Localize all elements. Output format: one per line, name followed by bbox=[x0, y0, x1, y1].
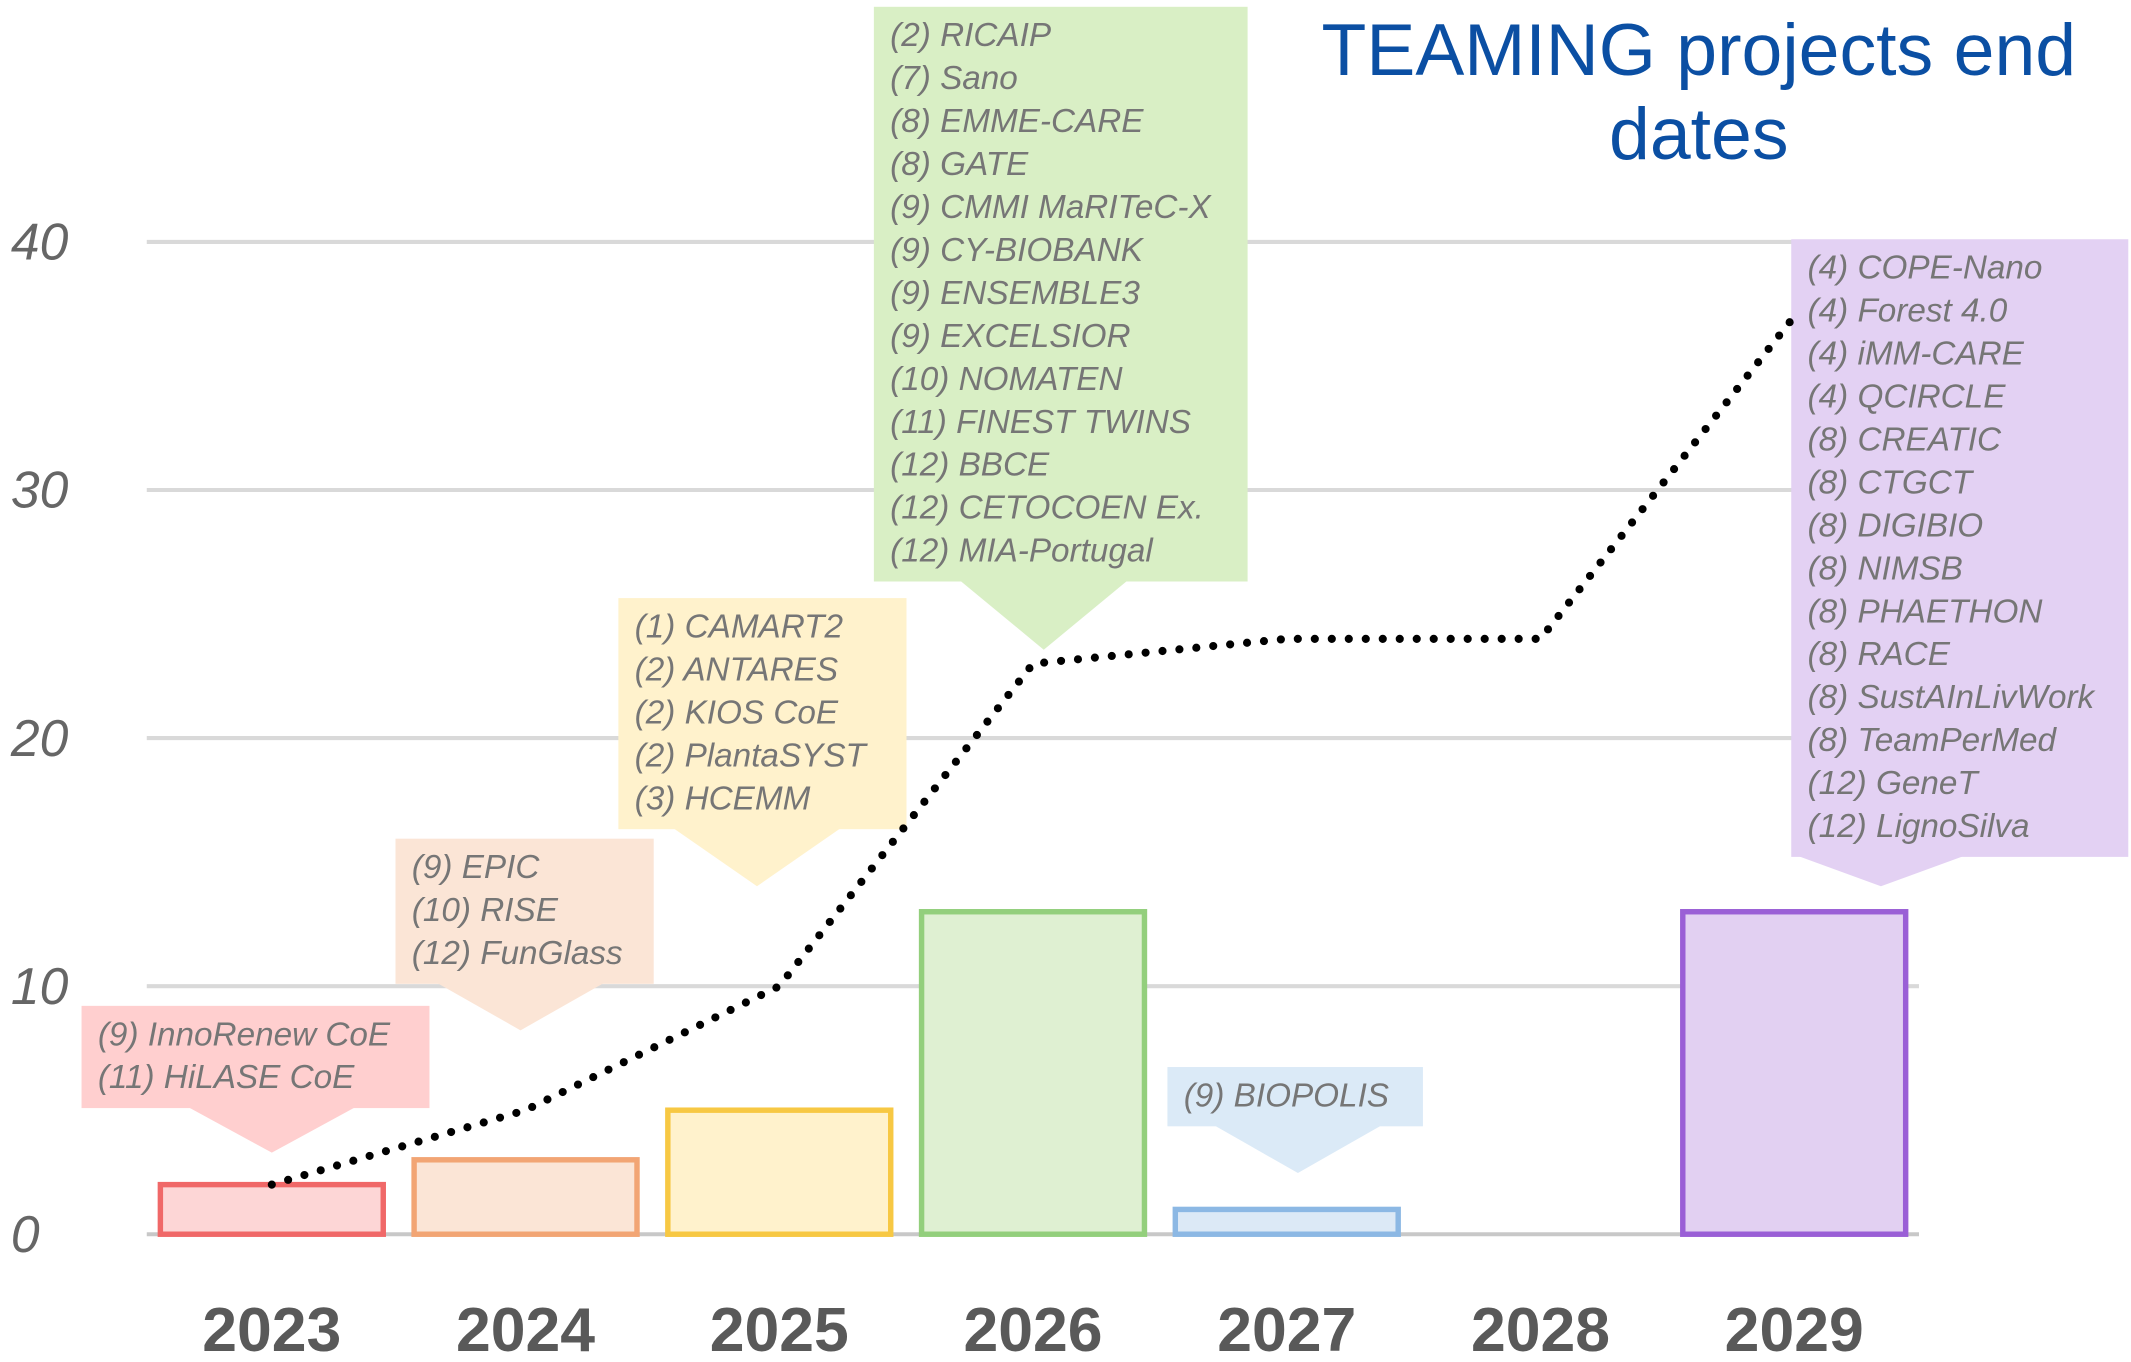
project-label: (2) KIOS CoE bbox=[635, 694, 839, 731]
project-label: (8) CTGCT bbox=[1808, 464, 1975, 501]
project-label: (12) MIA-Portugal bbox=[890, 533, 1154, 570]
project-label: (9) CY-BIOBANK bbox=[890, 232, 1145, 269]
project-label: (10) RISE bbox=[412, 892, 559, 929]
project-label: (8) CREATIC bbox=[1808, 421, 2002, 458]
bar bbox=[1680, 909, 1909, 1237]
project-label: (12) GeneT bbox=[1808, 765, 1981, 802]
project-label: (12) LignoSilva bbox=[1808, 808, 2030, 845]
y-tick-label: 0 bbox=[11, 1205, 40, 1263]
bar bbox=[411, 1157, 640, 1237]
project-label: (8) GATE bbox=[890, 146, 1029, 183]
callout-box bbox=[618, 598, 907, 830]
project-label: (8) SustAInLivWork bbox=[1808, 679, 2097, 716]
callout: (9) BIOPOLIS bbox=[1167, 1067, 1423, 1174]
y-tick-label: 30 bbox=[11, 461, 69, 519]
project-label: (9) InnoRenew CoE bbox=[98, 1016, 391, 1053]
x-tick-label: 2029 bbox=[1725, 1295, 1864, 1362]
project-label: (8) DIGIBIO bbox=[1808, 507, 1984, 544]
callout-pointer bbox=[672, 827, 842, 887]
project-label: (1) CAMART2 bbox=[635, 609, 844, 646]
project-label: (8) RACE bbox=[1808, 636, 1951, 673]
project-label: (8) TeamPerMed bbox=[1808, 722, 2058, 759]
project-label: (7) Sano bbox=[890, 60, 1018, 97]
x-tick-label: 2026 bbox=[963, 1295, 1102, 1362]
callout: (9) EPIC (10) RISE (12) FunGlass bbox=[395, 838, 654, 1031]
callout-pointer bbox=[1796, 855, 1966, 887]
bar bbox=[665, 1107, 894, 1237]
project-label: (11) HiLASE CoE bbox=[98, 1059, 355, 1096]
x-tick-label: 2028 bbox=[1471, 1295, 1610, 1362]
callout-box bbox=[81, 1005, 430, 1109]
project-label: (10) NOMATEN bbox=[890, 361, 1123, 398]
project-label: (9) EXCELSIOR bbox=[890, 318, 1130, 355]
callout: (2) RICAIP (7) Sano (8) EMME-CARE (8) GATE (… bbox=[873, 6, 1248, 650]
bar bbox=[918, 909, 1148, 1237]
x-tick-label: 2023 bbox=[202, 1295, 341, 1362]
project-label: (4) COPE-Nano bbox=[1808, 250, 2043, 287]
project-label: (9) CMMI MaRITeC-X bbox=[890, 189, 1212, 226]
project-label: (3) HCEMM bbox=[635, 780, 811, 817]
callout: (9) InnoRenew CoE (11) HiLASE CoE bbox=[81, 1005, 430, 1153]
callout-box bbox=[395, 838, 654, 984]
x-tick-label: 2027 bbox=[1217, 1295, 1356, 1362]
project-label: (9) BIOPOLIS bbox=[1184, 1077, 1389, 1114]
bar bbox=[157, 1181, 386, 1237]
x-tick-label: 2025 bbox=[710, 1295, 849, 1362]
title-box: TEAMING projects end dates bbox=[1321, 9, 2077, 176]
x-tick-label: 2024 bbox=[456, 1295, 595, 1362]
project-label: (4) QCIRCLE bbox=[1808, 379, 2007, 416]
callout-box bbox=[1791, 239, 2129, 857]
callout-box bbox=[873, 6, 1248, 582]
project-label: (12) BBCE bbox=[890, 447, 1050, 484]
project-label: (12) CETOCOEN Ex. bbox=[890, 490, 1204, 527]
project-label: (2) RICAIP bbox=[890, 17, 1051, 54]
callout-pointer bbox=[436, 982, 605, 1031]
project-label: (9) ENSEMBLE3 bbox=[890, 275, 1140, 312]
callout: (1) CAMART2 (2) ANTARES (2) KIOS CoE (2) Pl… bbox=[618, 598, 907, 887]
callout: (4) COPE-Nano (4) Forest 4.0 (4) iMM-CARE (… bbox=[1791, 239, 2129, 887]
project-label: (4) Forest 4.0 bbox=[1808, 293, 2008, 330]
bar bbox=[1172, 1206, 1401, 1237]
callout-pointer bbox=[187, 1106, 357, 1153]
chart-title: TEAMING projects end dates bbox=[1321, 9, 2077, 176]
callout-pointer bbox=[1213, 1124, 1383, 1174]
y-tick-label: 20 bbox=[10, 709, 69, 767]
project-label: (12) FunGlass bbox=[412, 935, 623, 972]
project-label: (4) iMM-CARE bbox=[1808, 336, 2025, 373]
project-label: (9) EPIC bbox=[412, 849, 541, 886]
project-label: (8) PHAETHON bbox=[1808, 593, 2044, 630]
project-label: (2) PlantaSYST bbox=[635, 737, 869, 774]
project-label: (2) ANTARES bbox=[635, 651, 838, 688]
callout-box bbox=[1167, 1067, 1423, 1127]
project-label: (11) FINEST TWINS bbox=[890, 404, 1191, 441]
project-label: (8) NIMSB bbox=[1808, 550, 1963, 587]
y-tick-label: 10 bbox=[11, 957, 69, 1015]
y-tick-label: 40 bbox=[11, 213, 69, 271]
project-label: (8) EMME-CARE bbox=[890, 103, 1144, 140]
callout-pointer bbox=[959, 580, 1129, 650]
